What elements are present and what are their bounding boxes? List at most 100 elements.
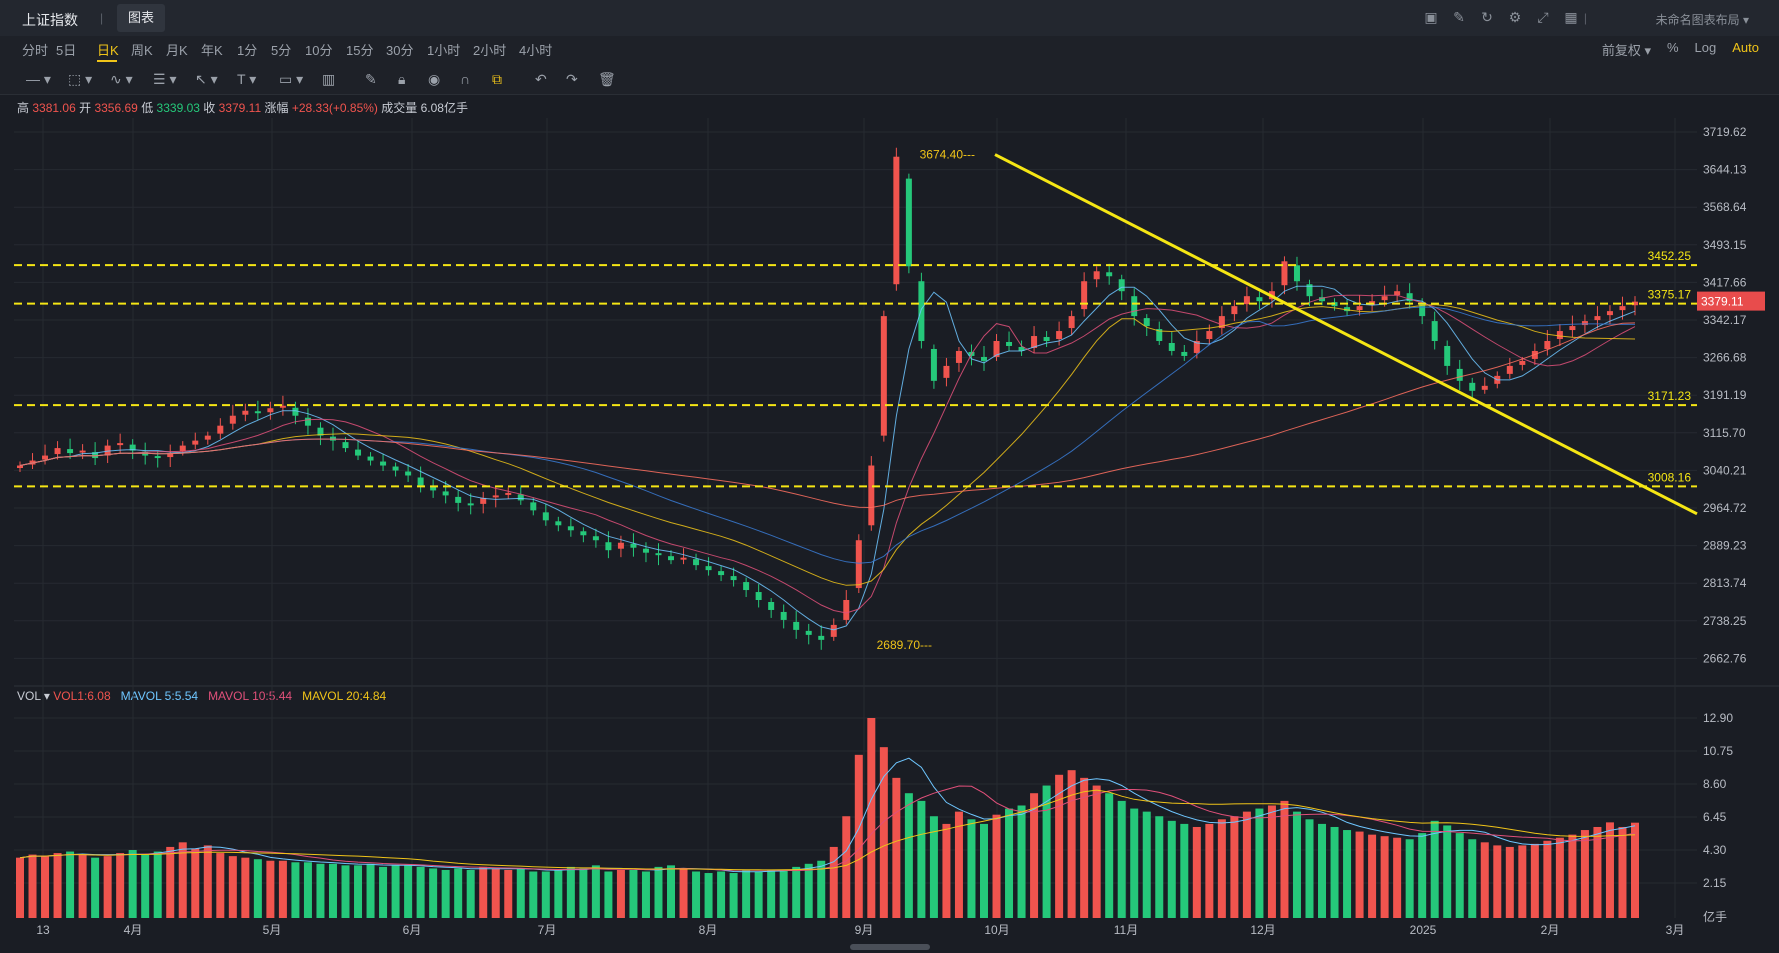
- volume-bar: [266, 860, 275, 918]
- volume-bar: [892, 777, 901, 918]
- candle-body: [617, 542, 624, 549]
- period-item[interactable]: 30分: [386, 43, 414, 58]
- percent-toggle[interactable]: %: [1666, 40, 1679, 55]
- lock-icon[interactable]: 🔒︎: [398, 71, 406, 87]
- volume-bar: [1005, 808, 1014, 918]
- price-tick: 2662.76: [1703, 651, 1747, 665]
- auto-toggle[interactable]: Auto: [1732, 40, 1759, 55]
- volume-bar: [954, 811, 963, 918]
- candle-body: [492, 495, 499, 498]
- arrow-tool-icon[interactable]: ↖ ▾: [195, 71, 218, 87]
- candle-body: [630, 543, 637, 548]
- candle-body: [417, 477, 424, 486]
- magnet-icon[interactable]: ∩: [460, 71, 471, 87]
- volume-bar: [341, 865, 350, 918]
- vol-label[interactable]: VOL: [17, 689, 41, 703]
- volume-bar: [103, 856, 112, 918]
- candle-body: [505, 492, 512, 495]
- gear-icon[interactable]: ⚙: [1508, 9, 1522, 25]
- volume-bar: [504, 869, 513, 918]
- date-tick: 12月: [1250, 923, 1275, 937]
- volume-bar: [654, 866, 663, 918]
- volume-bar: [917, 800, 926, 918]
- refresh-icon[interactable]: ↻: [1481, 9, 1493, 25]
- volume-bar: [1030, 793, 1039, 918]
- tab-chart[interactable]: 图表: [117, 4, 165, 32]
- candle-body: [1193, 341, 1200, 353]
- candle-body: [868, 465, 875, 526]
- group-icon[interactable]: ⧉: [492, 71, 502, 87]
- candle-body: [92, 452, 99, 459]
- period-item[interactable]: 月K: [166, 43, 188, 58]
- wave-tool-icon[interactable]: ∿ ▾: [110, 71, 133, 87]
- date-tick: 2月: [1541, 923, 1560, 937]
- volume-bar: [1555, 837, 1564, 918]
- undo-icon[interactable]: ↶: [535, 71, 547, 87]
- high-annotation: 3674.40---: [920, 148, 975, 162]
- candle-body: [1131, 296, 1138, 317]
- volume-bar: [1418, 833, 1427, 918]
- period-item[interactable]: 1小时: [427, 43, 461, 58]
- grid-layout-icon[interactable]: ▦: [1564, 9, 1578, 25]
- pen-icon[interactable]: ✎: [365, 71, 377, 87]
- candle-body: [1431, 321, 1438, 342]
- period-item[interactable]: 2小时: [473, 43, 507, 58]
- fullscreen-icon[interactable]: ⤢: [1537, 9, 1549, 25]
- adjust-dropdown[interactable]: 前复权 ▾: [1601, 43, 1651, 58]
- candle-body: [1006, 342, 1013, 346]
- period-item-active[interactable]: 日K: [97, 43, 119, 58]
- ma10-line: [19, 294, 1636, 614]
- period-item[interactable]: 15分: [346, 43, 374, 58]
- period-item[interactable]: 5日: [56, 43, 77, 58]
- redo-icon[interactable]: ↷: [566, 71, 578, 87]
- period-item[interactable]: 5分: [271, 43, 292, 58]
- volume-bar: [1355, 831, 1364, 918]
- volume-bar: [1142, 811, 1151, 918]
- volume-bar: [153, 851, 162, 918]
- volume-bar: [466, 869, 475, 918]
- candle-body: [129, 444, 136, 451]
- eye-icon[interactable]: ◉: [428, 71, 441, 87]
- volume-bar: [53, 853, 62, 918]
- period-item[interactable]: 10分: [305, 43, 333, 58]
- level-label: 3171.23: [1648, 389, 1692, 403]
- volume-tick: 12.90: [1703, 711, 1733, 725]
- label-tool-icon[interactable]: ▭ ▾: [279, 71, 304, 87]
- layout-name-button[interactable]: 未命名图表布局 ▾: [1655, 13, 1749, 27]
- candle-body: [1306, 284, 1313, 297]
- text-tool-icon[interactable]: T ▾: [237, 71, 257, 87]
- period-item[interactable]: 分时: [22, 43, 49, 58]
- screenshot-icon[interactable]: ▣: [1424, 9, 1438, 25]
- volume-bar: [1455, 833, 1464, 918]
- volume-bar: [679, 868, 688, 918]
- candle-body: [592, 536, 599, 541]
- period-item[interactable]: 周K: [131, 43, 153, 58]
- fib-tool-icon[interactable]: ☰ ▾: [153, 71, 177, 87]
- price-tick: 3266.68: [1703, 351, 1747, 365]
- candle-body: [1469, 382, 1476, 391]
- candle-body: [1419, 304, 1426, 317]
- ohlc-info: 高 3381.06 开 3356.69 低 3339.03 收 3379.11 …: [17, 101, 468, 115]
- candle-body: [718, 571, 725, 576]
- trash-icon[interactable]: 🗑︎: [598, 71, 616, 87]
- period-item[interactable]: 4小时: [519, 43, 553, 58]
- period-item[interactable]: 1分: [237, 43, 258, 58]
- trend-line: [994, 153, 1698, 516]
- candle-body: [905, 178, 912, 267]
- log-toggle[interactable]: Log: [1694, 40, 1717, 55]
- volume-bar: [316, 863, 325, 918]
- line-tool-icon[interactable]: — ▾: [26, 71, 51, 87]
- mavol10-line: [19, 785, 1636, 872]
- candle-body: [1481, 385, 1488, 390]
- rectangle-tool-icon[interactable]: ⬚ ▾: [68, 71, 93, 87]
- volume-bar: [704, 873, 713, 918]
- candle-body: [142, 451, 149, 456]
- symbol-title[interactable]: 上证指数: [22, 12, 78, 28]
- ma-label[interactable]: MA: [17, 121, 35, 135]
- volume-value: 6.08亿手: [420, 101, 468, 115]
- candle-body: [1243, 296, 1250, 305]
- indicator-icon[interactable]: ▥: [322, 71, 336, 87]
- period-item[interactable]: 年K: [201, 43, 223, 58]
- edit-icon[interactable]: ✎: [1453, 9, 1465, 25]
